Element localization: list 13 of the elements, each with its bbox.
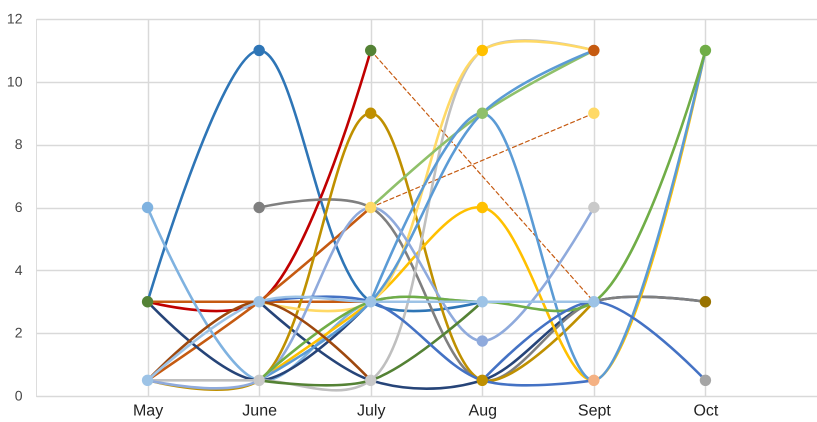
x-tick-label: June — [242, 402, 278, 420]
y-tick-label: 8 — [14, 136, 23, 152]
x-tick-label: Aug — [468, 402, 498, 420]
x-tick-label: Oct — [693, 402, 719, 420]
y-tick-label: 0 — [14, 388, 23, 404]
y-tick-label: 12 — [6, 10, 23, 26]
x-tick-label: Sept — [578, 402, 612, 420]
y-tick-label: 4 — [14, 262, 23, 278]
x-tick-label: July — [356, 402, 386, 420]
x-tick-label: May — [132, 402, 164, 420]
y-tick-label: 10 — [6, 73, 23, 90]
y-tick-label: 6 — [14, 199, 23, 215]
y-tick-label: 2 — [14, 324, 23, 341]
